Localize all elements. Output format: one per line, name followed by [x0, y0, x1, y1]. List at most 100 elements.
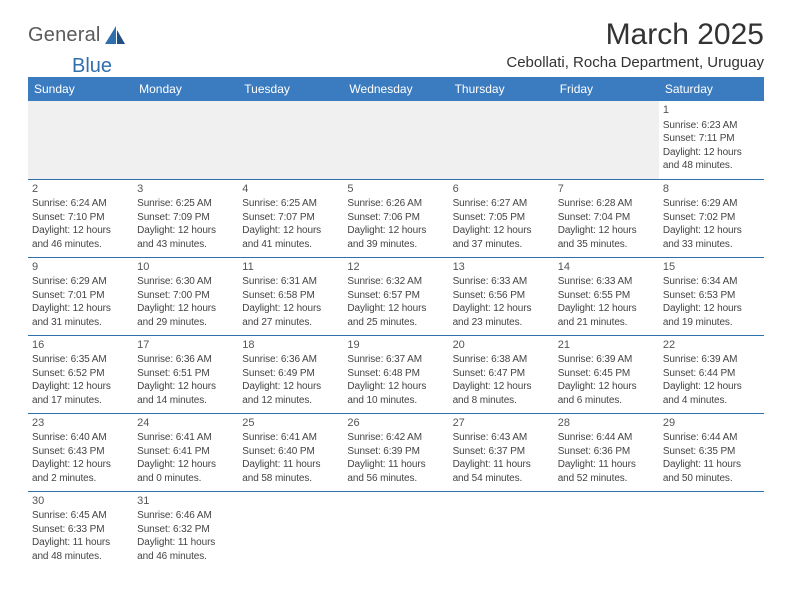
- sunset-line: Sunset: 7:04 PM: [558, 211, 655, 225]
- daylight-line: Daylight: 11 hours: [663, 458, 760, 472]
- calendar-cell: 18Sunrise: 6:36 AMSunset: 6:49 PMDayligh…: [238, 335, 343, 413]
- day-number: 2: [32, 182, 129, 197]
- daylight-line: Daylight: 11 hours: [558, 458, 655, 472]
- daylight-line: Daylight: 12 hours: [347, 224, 444, 238]
- sunrise-line: Sunrise: 6:29 AM: [663, 197, 760, 211]
- calendar-cell: 6Sunrise: 6:27 AMSunset: 7:05 PMDaylight…: [449, 179, 554, 257]
- sunset-line: Sunset: 6:57 PM: [347, 289, 444, 303]
- sunset-line: Sunset: 6:47 PM: [453, 367, 550, 381]
- day-number: 21: [558, 338, 655, 353]
- month-title: March 2025: [506, 18, 764, 52]
- sunrise-line: Sunrise: 6:41 AM: [242, 431, 339, 445]
- sunset-line: Sunset: 6:58 PM: [242, 289, 339, 303]
- day-number: 10: [137, 260, 234, 275]
- day-number: 31: [137, 494, 234, 509]
- dow-sat: Saturday: [659, 77, 764, 101]
- dow-tue: Tuesday: [238, 77, 343, 101]
- daylight-line: Daylight: 12 hours: [32, 380, 129, 394]
- daylight-line: Daylight: 12 hours: [663, 302, 760, 316]
- daylight-line: Daylight: 12 hours: [137, 458, 234, 472]
- day-number: 9: [32, 260, 129, 275]
- sunrise-line: Sunrise: 6:31 AM: [242, 275, 339, 289]
- daylight-line: Daylight: 11 hours: [32, 536, 129, 550]
- day-number: 6: [453, 182, 550, 197]
- day-number: 17: [137, 338, 234, 353]
- daylight-line: and 52 minutes.: [558, 472, 655, 486]
- sunset-line: Sunset: 6:39 PM: [347, 445, 444, 459]
- sunrise-line: Sunrise: 6:42 AM: [347, 431, 444, 445]
- day-number: 29: [663, 416, 760, 431]
- daylight-line: and 6 minutes.: [558, 394, 655, 408]
- daylight-line: Daylight: 12 hours: [558, 224, 655, 238]
- daylight-line: Daylight: 12 hours: [32, 224, 129, 238]
- daylight-line: Daylight: 12 hours: [242, 302, 339, 316]
- sunrise-line: Sunrise: 6:27 AM: [453, 197, 550, 211]
- day-number: 19: [347, 338, 444, 353]
- daylight-line: and 37 minutes.: [453, 238, 550, 252]
- calendar-cell: 11Sunrise: 6:31 AMSunset: 6:58 PMDayligh…: [238, 257, 343, 335]
- calendar-cell: [449, 101, 554, 179]
- day-number: 28: [558, 416, 655, 431]
- daylight-line: Daylight: 11 hours: [453, 458, 550, 472]
- sunrise-line: Sunrise: 6:34 AM: [663, 275, 760, 289]
- daylight-line: and 27 minutes.: [242, 316, 339, 330]
- sunrise-line: Sunrise: 6:39 AM: [663, 353, 760, 367]
- daylight-line: and 12 minutes.: [242, 394, 339, 408]
- daylight-line: Daylight: 12 hours: [347, 380, 444, 394]
- daylight-line: Daylight: 12 hours: [453, 224, 550, 238]
- calendar-cell: 7Sunrise: 6:28 AMSunset: 7:04 PMDaylight…: [554, 179, 659, 257]
- sunrise-line: Sunrise: 6:33 AM: [453, 275, 550, 289]
- daylight-line: and 33 minutes.: [663, 238, 760, 252]
- daylight-line: Daylight: 12 hours: [242, 224, 339, 238]
- calendar-cell: [554, 491, 659, 569]
- daylight-line: Daylight: 11 hours: [242, 458, 339, 472]
- daylight-line: and 14 minutes.: [137, 394, 234, 408]
- daylight-line: and 23 minutes.: [453, 316, 550, 330]
- sunrise-line: Sunrise: 6:36 AM: [137, 353, 234, 367]
- calendar-cell: 13Sunrise: 6:33 AMSunset: 6:56 PMDayligh…: [449, 257, 554, 335]
- daylight-line: Daylight: 12 hours: [137, 224, 234, 238]
- dow-header-row: Sunday Monday Tuesday Wednesday Thursday…: [28, 77, 764, 101]
- daylight-line: and 39 minutes.: [347, 238, 444, 252]
- calendar-row: 23Sunrise: 6:40 AMSunset: 6:43 PMDayligh…: [28, 413, 764, 491]
- day-number: 20: [453, 338, 550, 353]
- daylight-line: and 46 minutes.: [32, 238, 129, 252]
- day-number: 18: [242, 338, 339, 353]
- daylight-line: and 48 minutes.: [32, 550, 129, 564]
- daylight-line: and 2 minutes.: [32, 472, 129, 486]
- daylight-line: and 50 minutes.: [663, 472, 760, 486]
- sunrise-line: Sunrise: 6:36 AM: [242, 353, 339, 367]
- day-number: 4: [242, 182, 339, 197]
- sunset-line: Sunset: 6:56 PM: [453, 289, 550, 303]
- calendar-cell: 30Sunrise: 6:45 AMSunset: 6:33 PMDayligh…: [28, 491, 133, 569]
- day-number: 16: [32, 338, 129, 353]
- calendar-cell: 21Sunrise: 6:39 AMSunset: 6:45 PMDayligh…: [554, 335, 659, 413]
- sunset-line: Sunset: 6:44 PM: [663, 367, 760, 381]
- sunrise-line: Sunrise: 6:25 AM: [137, 197, 234, 211]
- daylight-line: Daylight: 12 hours: [453, 380, 550, 394]
- sunset-line: Sunset: 7:02 PM: [663, 211, 760, 225]
- sunrise-line: Sunrise: 6:43 AM: [453, 431, 550, 445]
- daylight-line: Daylight: 11 hours: [347, 458, 444, 472]
- calendar-cell: [659, 491, 764, 569]
- calendar-cell: [343, 101, 448, 179]
- title-block: March 2025 Cebollati, Rocha Department, …: [506, 18, 764, 71]
- sunrise-line: Sunrise: 6:45 AM: [32, 509, 129, 523]
- calendar-cell: 3Sunrise: 6:25 AMSunset: 7:09 PMDaylight…: [133, 179, 238, 257]
- daylight-line: Daylight: 12 hours: [242, 380, 339, 394]
- calendar-cell: 17Sunrise: 6:36 AMSunset: 6:51 PMDayligh…: [133, 335, 238, 413]
- sunset-line: Sunset: 6:45 PM: [558, 367, 655, 381]
- daylight-line: and 35 minutes.: [558, 238, 655, 252]
- calendar-row: 2Sunrise: 6:24 AMSunset: 7:10 PMDaylight…: [28, 179, 764, 257]
- daylight-line: and 48 minutes.: [663, 159, 760, 173]
- daylight-line: and 46 minutes.: [137, 550, 234, 564]
- sunrise-line: Sunrise: 6:29 AM: [32, 275, 129, 289]
- day-number: 15: [663, 260, 760, 275]
- dow-sun: Sunday: [28, 77, 133, 101]
- calendar-cell: 24Sunrise: 6:41 AMSunset: 6:41 PMDayligh…: [133, 413, 238, 491]
- calendar-row: 16Sunrise: 6:35 AMSunset: 6:52 PMDayligh…: [28, 335, 764, 413]
- sunrise-line: Sunrise: 6:44 AM: [663, 431, 760, 445]
- daylight-line: and 17 minutes.: [32, 394, 129, 408]
- calendar-cell: [554, 101, 659, 179]
- calendar-cell: 20Sunrise: 6:38 AMSunset: 6:47 PMDayligh…: [449, 335, 554, 413]
